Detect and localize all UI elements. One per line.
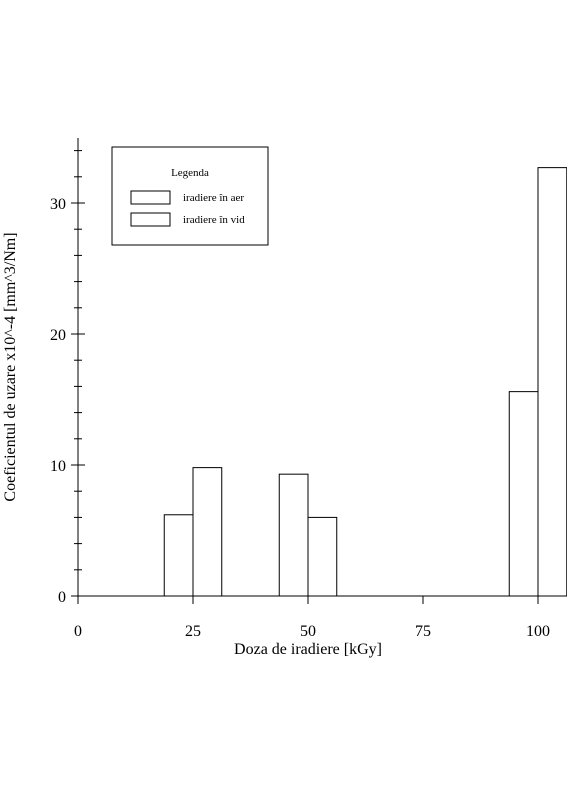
- legend: Legenda iradiere în aer iradiere în vid: [111, 146, 269, 246]
- bar-aer-100: [508, 391, 539, 597]
- x-axis-label: Doza de iradiere [kGy]: [234, 641, 382, 658]
- x-tick-label: 0: [74, 623, 82, 640]
- bar-aer-50: [278, 473, 309, 597]
- bar-vid-25: [192, 467, 223, 597]
- x-tick-label: 75: [415, 623, 431, 640]
- x-ticks: 0 25 50 75 100: [74, 596, 550, 640]
- bar-vid-100: [537, 167, 567, 597]
- y-ticks: 0 10 20 30: [50, 196, 85, 606]
- x-tick-label: 100: [526, 623, 550, 640]
- bars: [163, 167, 567, 597]
- bar-vid-50: [307, 516, 338, 597]
- y-tick-label: 0: [58, 589, 66, 606]
- bar-aer-25: [163, 514, 194, 597]
- y-tick-label: 20: [50, 327, 66, 344]
- axes: [77, 138, 566, 597]
- y-tick-label: 10: [50, 458, 66, 475]
- legend-title: Legenda: [171, 167, 209, 179]
- y-axis-label: Coeficientul de uzare x10^-4 [mm^3/Nm]: [2, 232, 19, 501]
- legend-swatch-aer: [130, 190, 171, 205]
- y-tick-label: 30: [50, 196, 66, 213]
- legend-label-aer: iradiere în aer: [183, 192, 244, 204]
- legend-label-vid: iradiere în vid: [183, 214, 245, 226]
- x-tick-label: 25: [185, 623, 201, 640]
- legend-swatch-vid: [130, 212, 171, 227]
- x-tick-label: 50: [300, 623, 316, 640]
